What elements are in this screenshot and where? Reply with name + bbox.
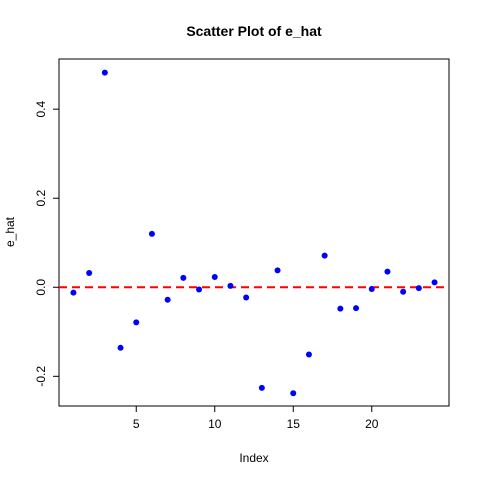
- y-tick-label: 0.0: [34, 279, 48, 296]
- y-axis-label: e_hat: [3, 216, 17, 247]
- data-point: [164, 296, 171, 303]
- data-points: [70, 69, 438, 397]
- data-point: [86, 270, 93, 277]
- data-point: [117, 344, 124, 351]
- data-point: [337, 305, 344, 312]
- data-point: [274, 267, 281, 274]
- y-tick-label: 0.4: [34, 101, 48, 118]
- data-point: [321, 252, 328, 259]
- data-point: [400, 288, 407, 295]
- y-tick-label: 0.2: [34, 190, 48, 207]
- data-point: [180, 274, 187, 281]
- data-point: [227, 282, 234, 289]
- data-point: [70, 289, 77, 296]
- data-point: [290, 390, 297, 397]
- x-tick-label: 5: [133, 417, 140, 431]
- data-point: [148, 230, 155, 237]
- data-point: [243, 294, 250, 301]
- y-tick-label: -0.2: [34, 366, 48, 387]
- data-point: [211, 274, 218, 281]
- data-point: [415, 285, 422, 292]
- y-axis: -0.2 0.0 0.2 0.4: [34, 101, 59, 387]
- data-point: [133, 319, 140, 326]
- x-axis: 5 10 15 20: [133, 406, 379, 431]
- x-tick-label: 20: [365, 417, 379, 431]
- x-axis-label: Index: [239, 451, 268, 465]
- data-point: [353, 305, 360, 312]
- data-point: [258, 384, 265, 391]
- data-point: [384, 268, 391, 275]
- data-point: [101, 69, 108, 76]
- x-tick-label: 10: [208, 417, 222, 431]
- data-point: [196, 286, 203, 293]
- plot-frame: [58, 58, 450, 407]
- chart-title: Scatter Plot of e_hat: [186, 23, 322, 39]
- data-point: [305, 351, 312, 358]
- data-point: [368, 286, 375, 293]
- data-point: [431, 279, 438, 286]
- x-tick-label: 15: [287, 417, 301, 431]
